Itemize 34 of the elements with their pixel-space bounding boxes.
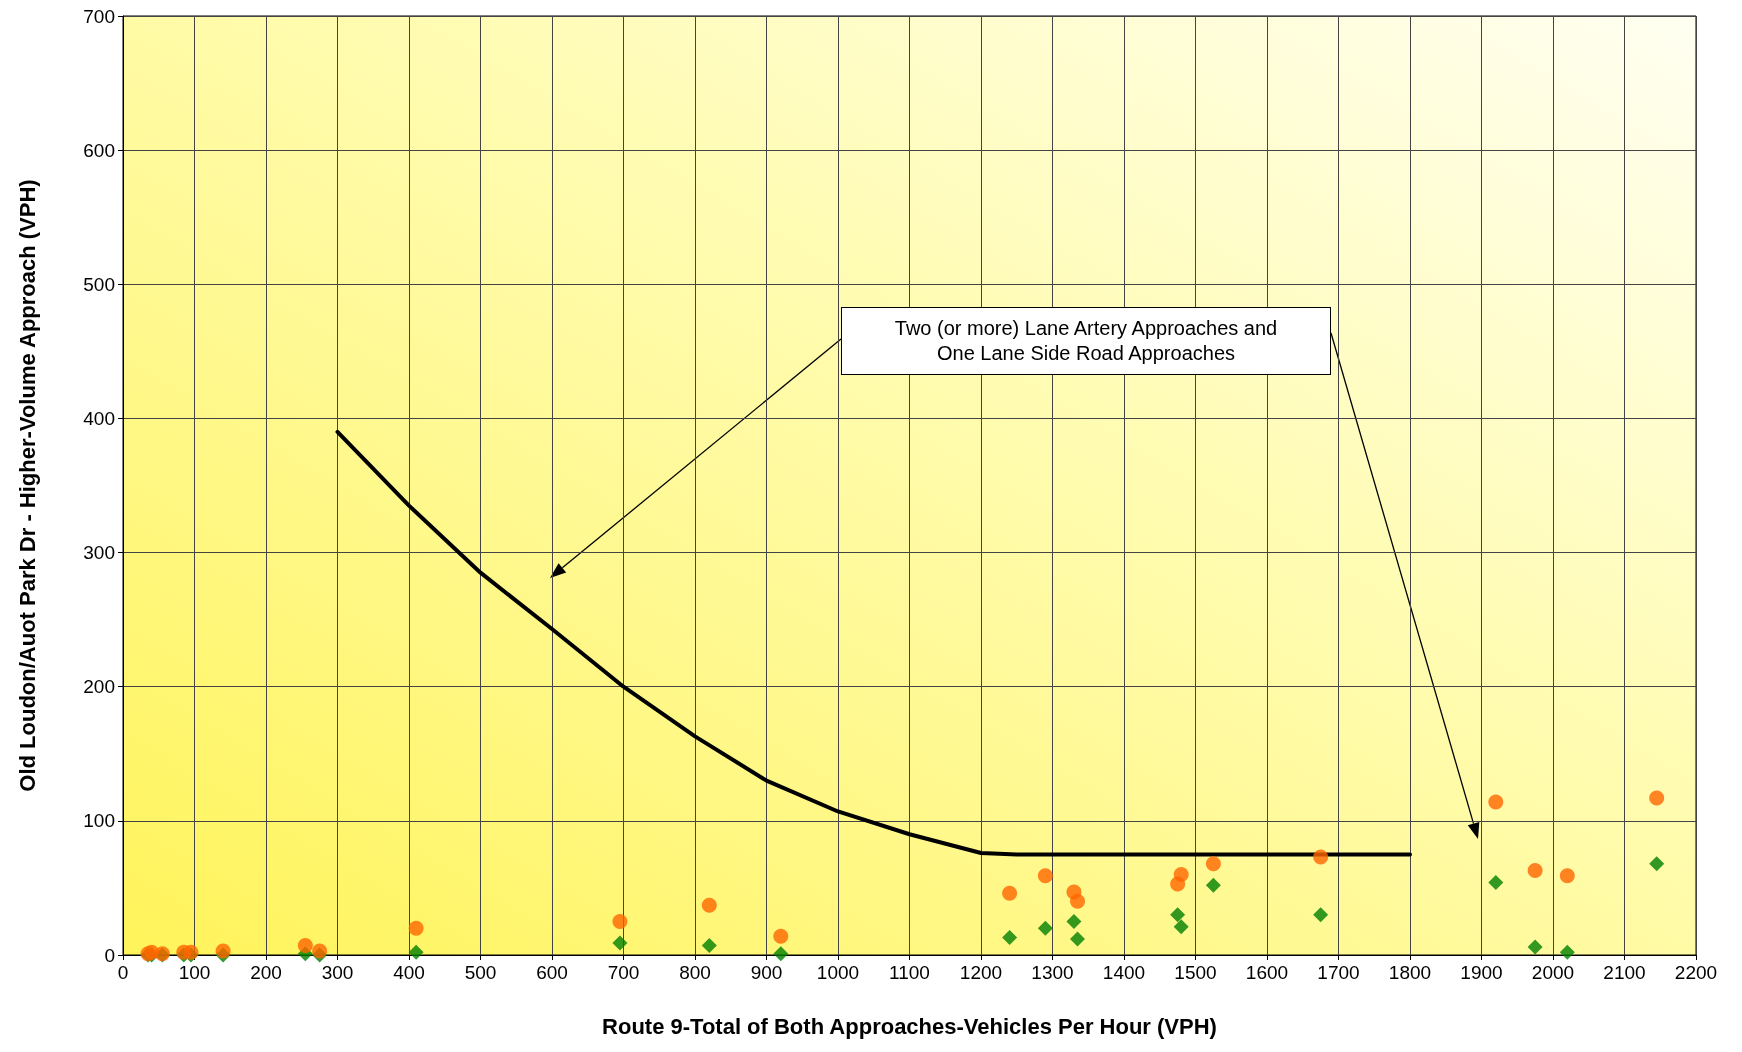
x-tick-label: 1300 xyxy=(1031,962,1074,983)
x-tick-label: 2000 xyxy=(1531,962,1575,983)
x-tick-label: 1400 xyxy=(1102,962,1146,983)
annotation: Two (or more) Lane Artery Approaches and One Lane Side Road Approaches xyxy=(893,316,1279,366)
y-tick-label: 500 xyxy=(83,273,115,295)
y-tick-label: 400 xyxy=(83,407,115,429)
x-tick-label: 1600 xyxy=(1245,962,1289,983)
x-tick-label: 1900 xyxy=(1460,962,1503,983)
x-axis-title: Route 9-Total of Both Approaches-Vehicles Per Hour (VPH) xyxy=(602,1013,1217,1039)
x-tick-label: 900 xyxy=(750,962,783,983)
x-tick-label: 1100 xyxy=(889,962,930,983)
y-tick-label: 100 xyxy=(83,810,115,832)
y-tick-label: 0 xyxy=(104,944,115,966)
x-tick-label: 1200 xyxy=(959,962,1003,983)
y-axis-title: Old Loudon/Auot Park Dr - Higher-Volume Approach (VPH) xyxy=(14,179,40,792)
y-tick-label: 300 xyxy=(83,542,115,564)
x-tick-label: 1500 xyxy=(1174,962,1217,983)
x-tick-label: 600 xyxy=(536,962,568,983)
x-tick-label: 0 xyxy=(117,962,129,983)
x-tick-label: 800 xyxy=(679,962,711,983)
x-tick-label: 200 xyxy=(250,962,282,983)
y-tick-label: 200 xyxy=(83,676,115,698)
x-tick-label: 1700 xyxy=(1317,962,1360,983)
x-tick-label: 2100 xyxy=(1603,962,1646,983)
x-tick-label: 2200 xyxy=(1674,962,1718,983)
x-tick-label: 1800 xyxy=(1388,962,1432,983)
y-tick-label: 700 xyxy=(83,5,115,27)
x-tick-label: 100 xyxy=(178,962,211,983)
y-tick-label: 600 xyxy=(83,139,115,161)
x-tick-label: 500 xyxy=(464,962,497,983)
x-tick-label: 1000 xyxy=(816,962,860,983)
x-tick-label: 300 xyxy=(321,962,354,983)
x-tick-label: 400 xyxy=(393,962,425,983)
x-tick-label: 700 xyxy=(607,962,640,983)
